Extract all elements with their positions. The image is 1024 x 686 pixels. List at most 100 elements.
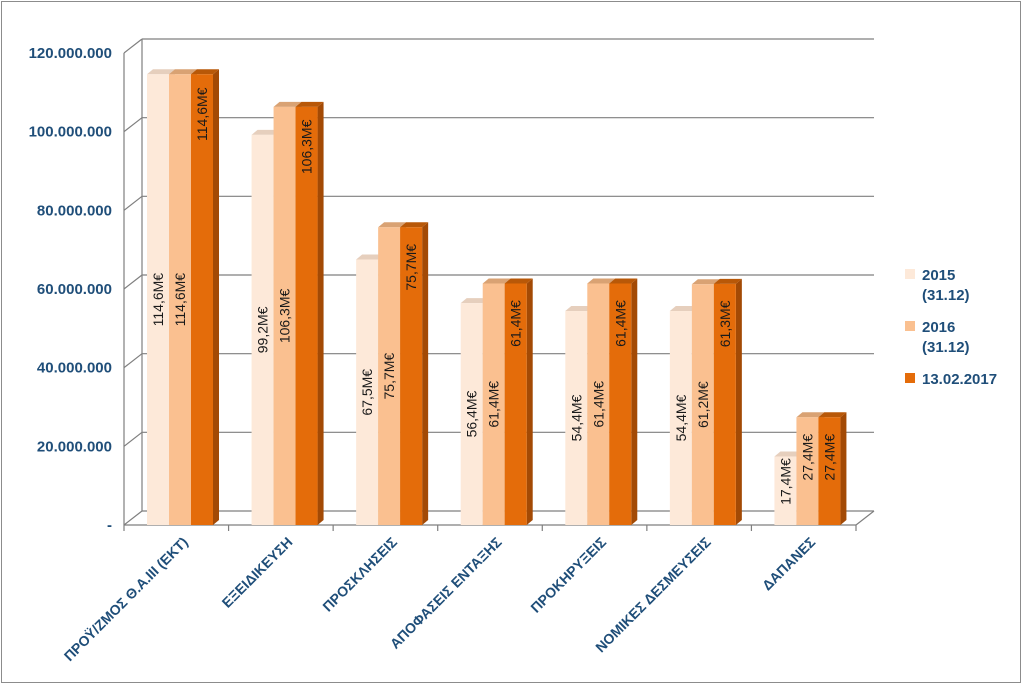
bar	[774, 456, 797, 525]
data-label: 61,4Μ€	[590, 381, 606, 428]
bar	[796, 417, 819, 525]
y-tick-label: 60.000.000	[37, 281, 112, 298]
bar-top	[818, 412, 847, 418]
bar	[191, 74, 213, 526]
y-tick-label: 120.000.000	[29, 45, 112, 62]
gridline-side	[123, 431, 143, 447]
data-label: 27,4Μ€	[799, 434, 815, 481]
legend-swatch	[905, 269, 915, 279]
bar-top	[504, 278, 533, 284]
y-tick-label: 20.000.000	[37, 438, 112, 455]
gridline-side	[123, 353, 143, 369]
bar-top	[191, 69, 219, 75]
bar-top	[796, 412, 825, 418]
bar	[818, 417, 841, 525]
bar	[460, 303, 483, 525]
bar	[147, 74, 169, 526]
gridline-side	[123, 38, 143, 54]
data-label: 114,6Μ€	[172, 273, 188, 327]
data-label: 27,4Μ€	[821, 434, 837, 481]
data-label: 75,7Μ€	[403, 244, 419, 291]
gridline-side	[123, 510, 143, 526]
bar	[669, 311, 692, 525]
bar	[251, 134, 274, 525]
bar	[356, 259, 379, 525]
y-tick-label: -	[107, 517, 112, 534]
y-tick-label: 40.000.000	[37, 360, 112, 377]
bar-top	[669, 306, 698, 312]
y-tick-label: 100.000.000	[29, 124, 112, 141]
bar-top	[460, 298, 489, 304]
data-label: 67,5Μ€	[359, 369, 375, 416]
data-label: 75,7Μ€	[381, 353, 397, 400]
legend-swatch	[905, 373, 915, 383]
bar-top	[251, 129, 280, 135]
gridline-side	[123, 274, 143, 290]
bar-top	[587, 278, 616, 284]
legend-label: 13.02.2017	[922, 371, 997, 388]
bar-top	[273, 101, 302, 107]
bar	[295, 106, 318, 526]
bar-top	[356, 254, 385, 260]
bar-side	[317, 101, 324, 526]
x-tick-label: ΠΡΟΚΗΡΥΞΕΙΣ	[527, 534, 609, 616]
bar-top	[691, 279, 720, 285]
bar-side	[840, 412, 847, 525]
legend-label: (31.12)	[922, 287, 970, 304]
legend-swatch	[905, 321, 915, 331]
bar-top	[169, 69, 197, 75]
bar-top	[295, 101, 324, 107]
data-label: 17,4Μ€	[777, 458, 793, 505]
bar-top	[774, 451, 803, 457]
x-tick-label: ΑΠΟΦΑΣΕΙΣ ΕΝΤΑΞΗΣ	[387, 534, 505, 652]
bar-top	[147, 69, 175, 75]
x-tick-label: ΠΡΟΣΚΛΗΣΕΙΣ	[319, 534, 400, 615]
bar	[169, 74, 191, 526]
bar-top	[482, 278, 511, 284]
bar	[273, 106, 296, 526]
data-label: 106,3Μ€	[277, 288, 293, 343]
bar	[565, 311, 588, 525]
bar-top	[565, 306, 594, 312]
data-label: 61,4Μ€	[486, 381, 502, 428]
bar-side	[735, 278, 742, 525]
bar-top	[609, 278, 638, 284]
bar	[482, 283, 505, 525]
data-label: 61,4Μ€	[612, 300, 628, 347]
bar-top	[378, 222, 407, 228]
bar	[400, 227, 423, 525]
x-tick-label: ΠΡΟΫ/ΖΜΟΣ Θ.Α.ΙΙΙ (ΕΚΤ)	[61, 534, 191, 664]
bar	[691, 284, 714, 525]
gridline-side	[123, 195, 143, 211]
bar	[587, 283, 610, 525]
y-tick-label: 80.000.000	[37, 202, 112, 219]
data-label: 114,6Μ€	[150, 273, 166, 327]
legend-label: 2016	[922, 319, 955, 336]
bar-side	[213, 69, 219, 526]
bar	[378, 227, 401, 525]
data-label: 54,4Μ€	[568, 394, 584, 441]
data-label: 56,4Μ€	[464, 391, 480, 438]
data-label: 61,2Μ€	[695, 381, 711, 428]
bar-top	[400, 222, 429, 228]
data-label: 61,3Μ€	[717, 300, 733, 347]
bar-side	[631, 278, 638, 525]
bar	[609, 283, 632, 525]
bar-side	[422, 222, 429, 525]
data-label: 99,2Μ€	[255, 306, 271, 353]
legend-label: 2015	[922, 267, 955, 284]
legend-label: (31.12)	[922, 339, 970, 356]
x-tick-label: ΝΟΜΙΚΕΣ ΔΕΣΜΕΥΣΕΙΣ	[592, 534, 714, 656]
data-label: 114,6Μ€	[194, 87, 210, 141]
bar	[504, 283, 527, 525]
bar-side	[526, 278, 533, 525]
data-label: 106,3Μ€	[299, 119, 315, 174]
x-tick-label: ΕΞΕΙΔΙΚΕΥΣΗ	[219, 534, 296, 611]
floor-edge	[855, 510, 875, 526]
data-label: 54,4Μ€	[673, 394, 689, 441]
bar	[713, 283, 736, 525]
x-tick-label: ΔΑΠΑΝΕΣ	[759, 534, 819, 594]
gridline-side	[123, 117, 143, 133]
bar-top	[713, 278, 742, 284]
